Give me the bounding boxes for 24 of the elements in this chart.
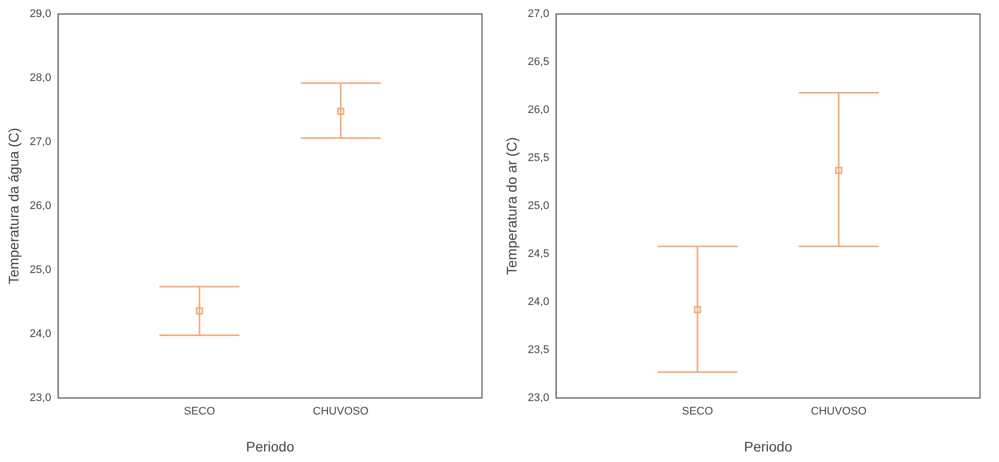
- y-axis-title: Temperatura do ar (C): [503, 137, 520, 275]
- y-tick-label: 26,5: [528, 56, 550, 68]
- y-tick-label: 26,0: [528, 104, 550, 116]
- y-tick-label: 25,0: [528, 200, 550, 212]
- y-tick-label: 29,0: [30, 8, 52, 20]
- y-tick-label: 23,0: [30, 392, 52, 404]
- y-tick-label: 26,0: [30, 200, 52, 212]
- y-axis-title: Temperatura da água (C): [5, 128, 22, 284]
- y-tick-label: 24,0: [30, 328, 52, 340]
- y-tick-label: 23,0: [528, 392, 550, 404]
- y-tick-label: 24,0: [528, 296, 550, 308]
- y-tick-label: 27,0: [30, 136, 52, 148]
- x-tick-label: CHUVOSO: [810, 406, 867, 418]
- x-tick-label: SECO: [682, 406, 714, 418]
- y-tick-label: 28,0: [30, 72, 52, 84]
- x-tick-label: CHUVOSO: [312, 406, 369, 418]
- y-tick-label: 23,5: [528, 344, 550, 356]
- y-tick-label: 25,0: [30, 264, 52, 276]
- x-axis-title: Periodo: [246, 438, 294, 454]
- y-tick-label: 25,5: [528, 152, 550, 164]
- y-tick-label: 24,5: [528, 248, 550, 260]
- y-tick-label: 27,0: [528, 8, 550, 20]
- x-axis-title: Periodo: [744, 438, 792, 454]
- x-tick-label: SECO: [184, 406, 216, 418]
